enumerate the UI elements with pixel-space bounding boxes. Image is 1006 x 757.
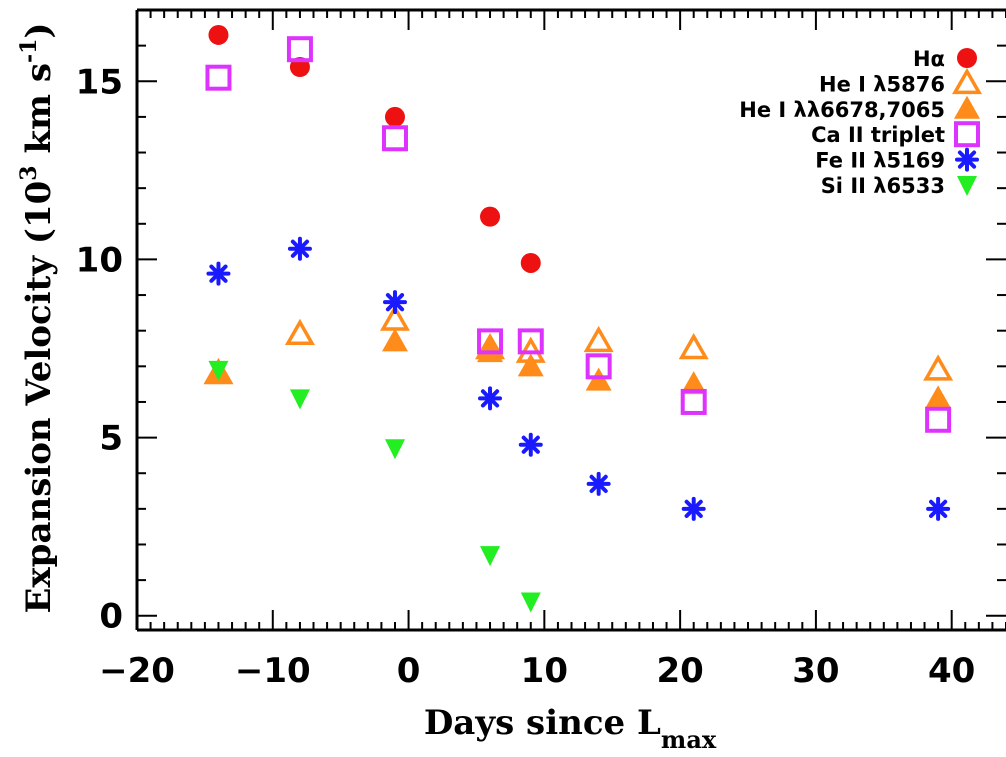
- data-point: [384, 106, 405, 127]
- data-point: [517, 328, 544, 355]
- data-point: [680, 371, 707, 395]
- marker-stroke: [929, 499, 948, 518]
- data-point: [583, 325, 614, 353]
- marker-stroke: [684, 499, 703, 518]
- data-points: [203, 24, 954, 613]
- data-point: [923, 354, 954, 381]
- y-axis-ticks: 0 5 10 15: [76, 9, 1006, 637]
- legend-label: He I λλ6678,7065: [739, 98, 945, 122]
- marker-stroke: [385, 293, 405, 312]
- legend-label: Fe II λ5169: [815, 149, 945, 173]
- x-axis-title: Days since Lmax: [424, 703, 717, 754]
- data-point: [520, 592, 541, 613]
- data-point: [286, 36, 313, 63]
- data-point: [520, 252, 541, 273]
- marker-stroke: [589, 474, 608, 494]
- legend-marker: [957, 176, 977, 196]
- y-tick-label: 5: [99, 419, 123, 459]
- data-point: [480, 546, 501, 567]
- marker-stroke: [521, 435, 540, 454]
- series-1: [203, 304, 954, 385]
- x-tick-label: −10: [235, 651, 311, 691]
- marker-stroke: [290, 239, 310, 258]
- legend-marker: [955, 147, 979, 172]
- legend-label: Ca II triplet: [811, 123, 945, 147]
- data-point: [208, 360, 229, 381]
- data-point: [287, 236, 312, 261]
- data-point: [517, 353, 544, 377]
- data-point: [477, 328, 504, 355]
- data-point: [681, 496, 706, 521]
- data-point: [680, 388, 707, 415]
- legend-marker: [957, 48, 977, 68]
- data-point: [585, 353, 612, 380]
- x-tick-label: 30: [792, 651, 839, 691]
- data-point: [382, 290, 407, 315]
- legend-marker: [954, 121, 980, 148]
- legend-marker: [954, 95, 980, 119]
- data-point: [208, 24, 229, 45]
- data-point: [518, 432, 543, 457]
- marker-stroke: [480, 389, 500, 408]
- data-point: [925, 406, 952, 433]
- data-point: [205, 64, 232, 91]
- legend-label: Hα: [913, 47, 945, 71]
- y-tick-label: 0: [99, 597, 123, 637]
- x-tick-label: −20: [99, 651, 175, 691]
- x-tick-label: 20: [656, 651, 703, 691]
- y-tick-label: 10: [76, 240, 123, 280]
- data-point: [586, 471, 611, 496]
- data-point: [206, 261, 231, 286]
- series-2: [205, 328, 952, 409]
- marker-stroke: [957, 150, 977, 169]
- series-4: [206, 236, 951, 521]
- data-point: [381, 328, 408, 352]
- y-axis-title: Expansion Velocity (103 km s-1): [16, 22, 59, 613]
- data-point: [381, 125, 408, 152]
- series-5: [208, 360, 541, 613]
- data-point: [284, 318, 315, 346]
- data-point: [289, 389, 310, 410]
- data-point: [925, 385, 952, 409]
- data-point: [478, 386, 503, 411]
- legend-label: Si II λ6533: [821, 174, 945, 198]
- x-tick-label: 0: [397, 651, 421, 691]
- x-tick-label: 40: [928, 651, 975, 691]
- legend-marker: [951, 67, 983, 95]
- y-tick-label: 15: [76, 62, 123, 102]
- data-point: [480, 206, 501, 227]
- legend-label: He I λ5876: [819, 72, 945, 96]
- marker-stroke: [209, 264, 228, 283]
- data-point: [678, 332, 709, 360]
- series-0: [208, 24, 541, 273]
- data-point: [384, 439, 405, 460]
- series-3: [205, 36, 952, 433]
- data-point: [926, 496, 951, 521]
- x-tick-label: 10: [521, 651, 568, 691]
- x-axis-ticks: −20 −10 0 10 20 30 40: [99, 10, 1006, 691]
